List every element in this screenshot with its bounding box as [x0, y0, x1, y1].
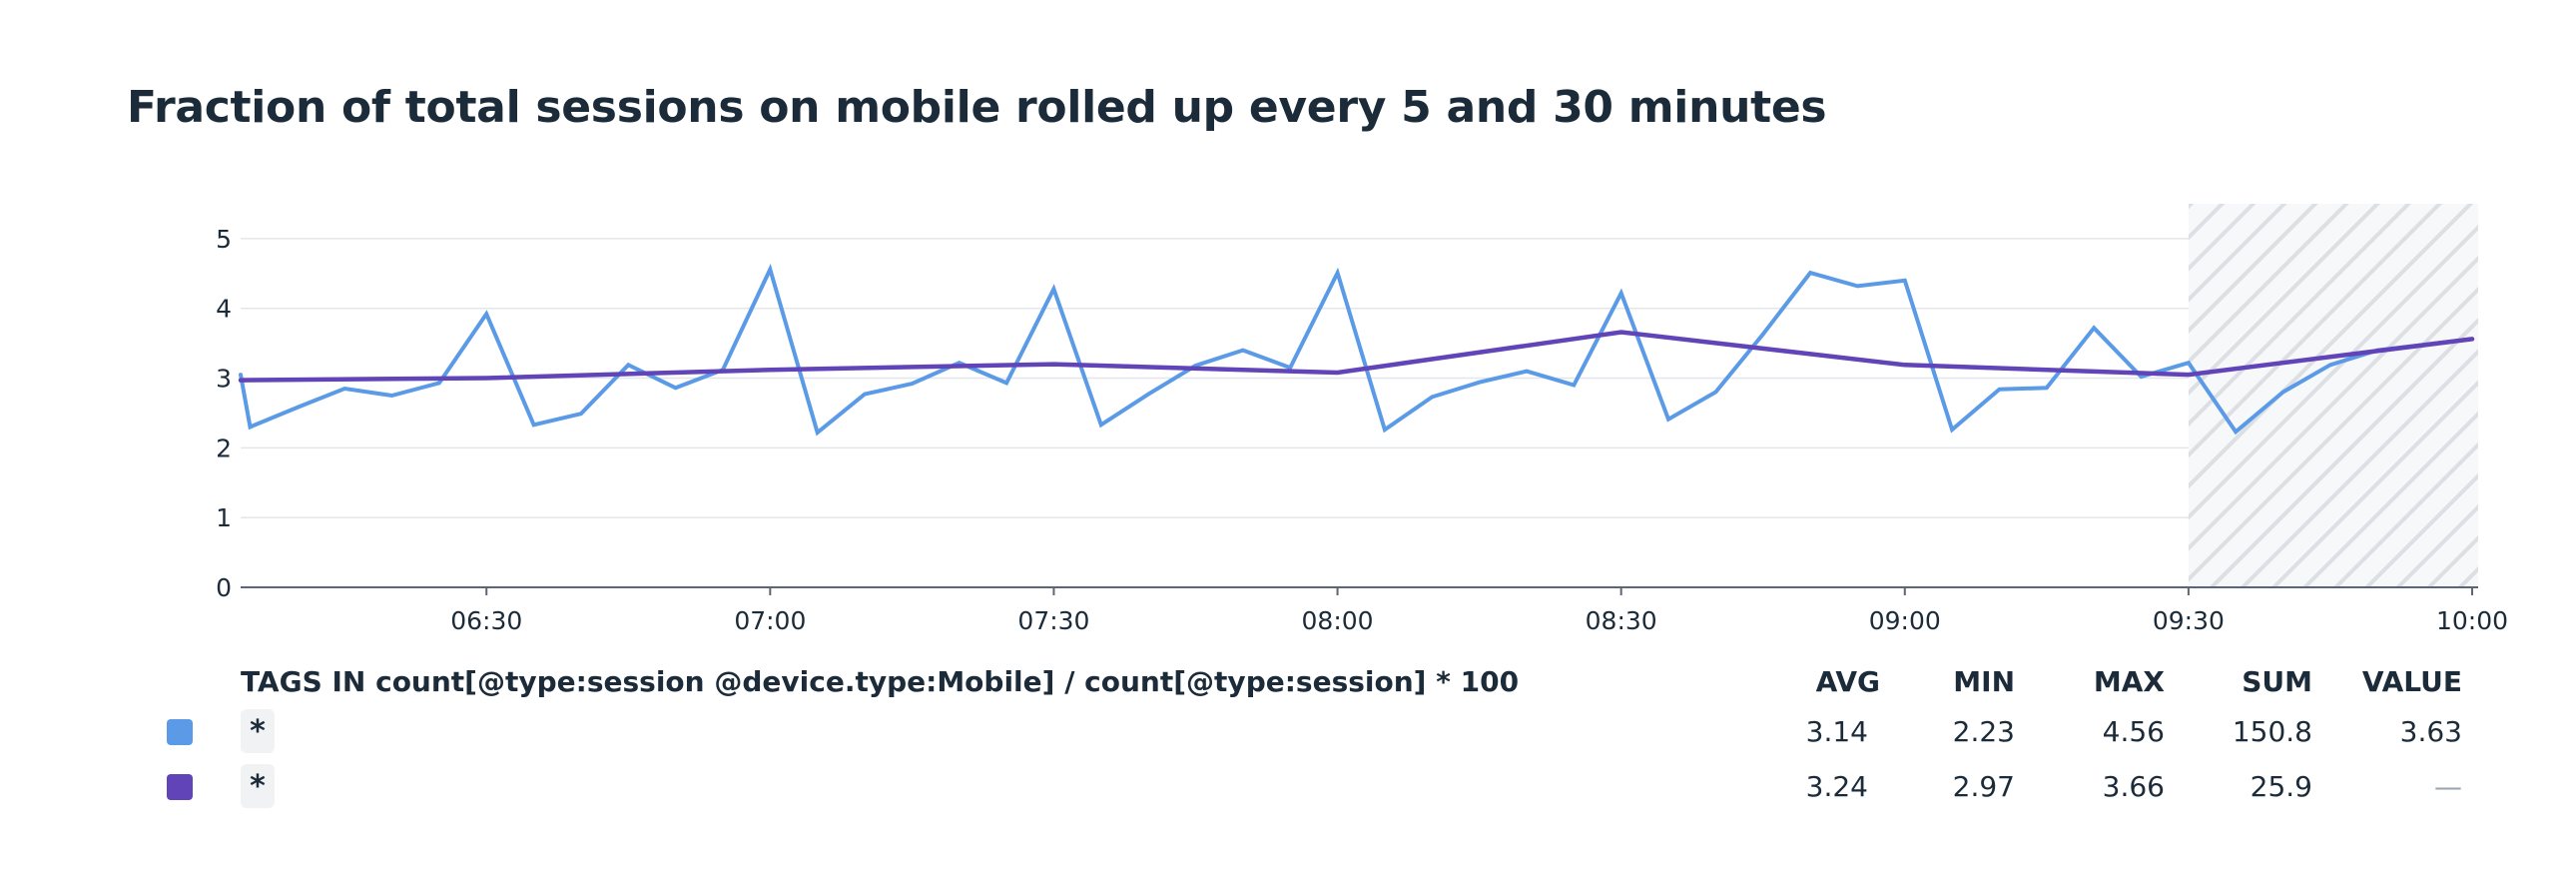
- y-tick-label: 2: [216, 434, 232, 462]
- series-line-0[interactable]: [239, 263, 2474, 437]
- x-tick-label: 08:00: [1302, 606, 1374, 635]
- legend-query: TAGS IN count[@type:session @device.type…: [241, 665, 1520, 698]
- y-tick-label: 5: [216, 225, 232, 254]
- legend-series-swatch[interactable]: [167, 774, 193, 800]
- legend-series-swatch[interactable]: [167, 719, 193, 745]
- x-tick-label: 08:30: [1586, 606, 1657, 635]
- x-tick-label: 09:30: [2153, 606, 2225, 635]
- legend-tag-pill[interactable]: *: [241, 764, 275, 808]
- legend-sum-value: 25.9: [2250, 770, 2312, 803]
- chart-title: Fraction of total sessions on mobile rol…: [127, 82, 1827, 133]
- x-tick-label: 07:30: [1017, 606, 1089, 635]
- legend-avg-value: 3.14: [1805, 715, 1868, 748]
- y-tick-label: 1: [216, 503, 232, 532]
- legend-sum-value: 150.8: [2232, 715, 2312, 748]
- legend-col-max[interactable]: MAX: [2093, 665, 2165, 698]
- legend-avg-value: 3.24: [1805, 770, 1868, 803]
- legend-max-value: 3.66: [2102, 770, 2165, 803]
- legend-col-min[interactable]: MIN: [1953, 665, 2015, 698]
- y-tick-label: 4: [216, 295, 232, 324]
- y-tick-label: 3: [216, 365, 232, 394]
- legend-max-value: 4.56: [2102, 715, 2165, 748]
- incomplete-data-region: [2188, 204, 2478, 587]
- x-tick-label: 09:00: [1869, 606, 1941, 635]
- legend-min-value: 2.23: [1952, 715, 2015, 748]
- legend-tag-pill[interactable]: *: [241, 709, 275, 753]
- series-line-1[interactable]: [238, 330, 2475, 383]
- legend-col-value[interactable]: VALUE: [2361, 665, 2462, 698]
- x-tick-label: 07:00: [734, 606, 806, 635]
- y-tick-label: 0: [216, 573, 232, 602]
- legend-col-avg[interactable]: AVG: [1815, 665, 1880, 698]
- x-tick-label: 06:30: [450, 606, 522, 635]
- legend-min-value: 2.97: [1952, 770, 2015, 803]
- legend-col-sum[interactable]: SUM: [2242, 665, 2312, 698]
- x-tick-label: 10:00: [2436, 606, 2508, 635]
- legend-current-value: 3.63: [2399, 715, 2462, 748]
- timeseries-chart[interactable]: 0 1 2 3 4 5 06:30 07:00 07:30 08:00 08:30 09:00 09:3…: [0, 0, 2576, 639]
- legend-current-value: —: [2434, 770, 2462, 803]
